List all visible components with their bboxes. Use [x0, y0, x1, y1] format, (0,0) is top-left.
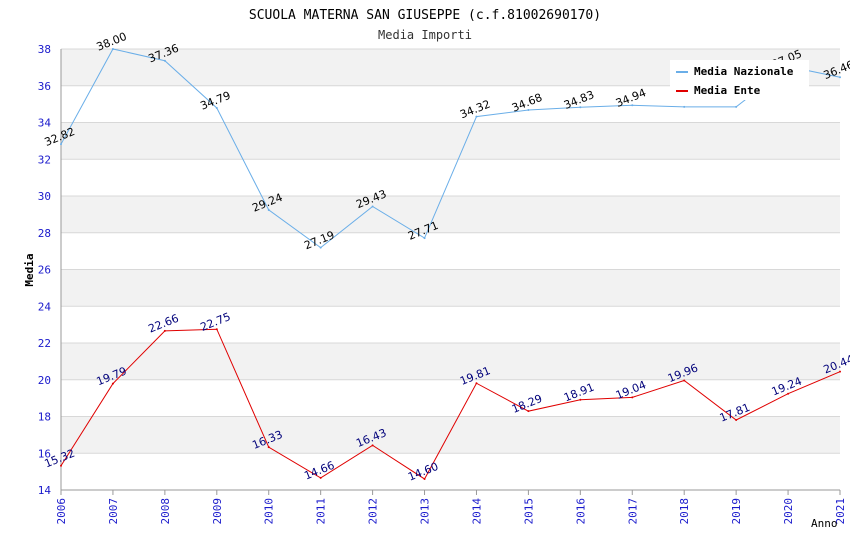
y-tick-label: 38 — [38, 43, 51, 56]
data-point-media-nazionale — [683, 105, 686, 108]
data-point-media-nazionale — [267, 208, 270, 211]
y-tick-label: 14 — [38, 484, 52, 497]
y-tick-label: 18 — [38, 411, 51, 424]
data-point-media-nazionale — [839, 76, 841, 79]
y-tick-labels: 14 16 18 20 22 24 26 28 30 32 34 36 38 — [38, 43, 52, 497]
legend-label-media-ente: Media Ente — [694, 84, 761, 97]
data-point-media-ente — [735, 418, 738, 421]
data-point-media-ente — [787, 392, 790, 395]
series-line-media-nazionale — [60, 48, 841, 249]
data-point-media-nazionale — [579, 106, 582, 109]
data-point-media-nazionale — [111, 48, 114, 50]
plot-band — [61, 306, 840, 343]
y-tick-label: 36 — [38, 80, 51, 93]
x-tick-label: 2018 — [678, 498, 691, 525]
data-point-media-ente — [839, 370, 841, 373]
data-point-media-nazionale — [423, 237, 426, 240]
y-axis-label: Media — [23, 253, 36, 286]
x-tick-label: 2012 — [367, 498, 380, 525]
data-point-media-ente — [60, 464, 62, 467]
data-point-media-nazionale — [215, 106, 218, 109]
x-tick-label: 2021 — [834, 498, 847, 525]
data-point-media-nazionale — [60, 143, 62, 146]
data-point-media-nazionale — [631, 104, 634, 107]
x-axis-label: Anno — [811, 517, 838, 530]
x-tick-label: 2017 — [626, 498, 639, 525]
series-lines — [60, 48, 841, 480]
data-point-media-ente — [423, 477, 426, 480]
plot-band — [61, 379, 840, 417]
x-tick-label: 2019 — [730, 498, 743, 525]
plot-band — [61, 122, 840, 160]
data-point-media-ente — [631, 396, 634, 399]
plot-band — [61, 416, 840, 454]
plot-background — [61, 49, 840, 490]
x-tick-label: 2014 — [470, 498, 483, 525]
x-tick-label: 2013 — [419, 498, 432, 525]
x-tick-label: 2016 — [574, 498, 587, 525]
x-tick-labels: 2006 2007 2008 2009 2010 2011 2012 2013 2014 2015… — [55, 498, 847, 525]
data-point-media-nazionale — [475, 115, 478, 118]
series-line-media-ente — [60, 328, 841, 480]
data-point-media-ente — [683, 379, 686, 382]
data-point-media-ente — [371, 444, 374, 447]
y-tick-label: 32 — [38, 153, 51, 166]
data-point-media-ente — [527, 410, 530, 413]
chart-title: SCUOLA MATERNA SAN GIUSEPPE (c.f.8100269… — [249, 8, 601, 23]
legend: Media Nazionale Media Ente — [670, 60, 809, 100]
axes — [60, 49, 841, 495]
plot-band — [61, 343, 840, 380]
plot-band — [61, 196, 840, 233]
plot-band — [61, 232, 840, 270]
x-tick-label: 2006 — [55, 498, 68, 525]
data-point-media-ente — [579, 398, 582, 401]
data-point-media-nazionale — [319, 246, 322, 249]
data-point-media-ente — [319, 476, 322, 479]
data-point-media-ente — [111, 382, 114, 385]
data-point-media-nazionale — [527, 109, 530, 112]
x-tick-label: 2020 — [782, 498, 795, 525]
chart-subtitle: Media Importi — [378, 28, 472, 42]
legend-box — [670, 60, 809, 100]
y-tick-label: 20 — [38, 374, 51, 387]
x-tick-label: 2011 — [315, 498, 328, 525]
x-tick-label: 2007 — [107, 498, 120, 525]
y-tick-label: 16 — [38, 447, 51, 460]
plot-band — [61, 453, 840, 490]
y-tick-label: 22 — [38, 337, 51, 350]
y-tick-label: 34 — [38, 117, 52, 130]
x-tick-label: 2008 — [159, 498, 172, 525]
x-tick-label: 2009 — [211, 498, 224, 525]
x-tick-label: 2015 — [522, 498, 535, 525]
data-point-media-ente — [163, 329, 166, 332]
plot-band — [61, 269, 840, 307]
x-tick-label: 2010 — [263, 498, 276, 525]
y-tick-label: 28 — [38, 227, 51, 240]
data-point-media-nazionale — [735, 105, 738, 108]
legend-label-media-nazionale: Media Nazionale — [694, 65, 794, 78]
data-point-media-ente — [475, 382, 478, 385]
data-point-media-ente — [267, 446, 270, 449]
data-point-media-nazionale — [371, 205, 374, 208]
y-tick-label: 30 — [38, 190, 51, 203]
data-point-media-ente — [215, 328, 218, 331]
y-tick-label: 24 — [38, 300, 52, 313]
data-point-media-nazionale — [163, 59, 166, 62]
y-tick-label: 26 — [38, 264, 51, 277]
